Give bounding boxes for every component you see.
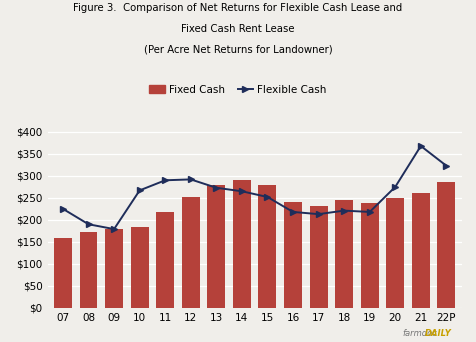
Bar [437,182,456,308]
Text: (Per Acre Net Returns for Landowner): (Per Acre Net Returns for Landowner) [144,44,332,54]
Text: Figure 3.  Comparison of Net Returns for Flexible Cash Lease and: Figure 3. Comparison of Net Returns for … [73,3,403,13]
Text: Fixed Cash Rent Lease: Fixed Cash Rent Lease [181,24,295,34]
Bar [233,180,251,308]
Bar [309,206,327,308]
Bar [182,197,200,308]
Bar [54,238,72,308]
Bar [412,193,430,308]
Bar [335,200,353,308]
Bar [156,212,174,308]
Bar [284,202,302,308]
Bar [258,185,277,308]
Text: farmdoc: farmdoc [402,329,437,338]
Bar [79,232,98,308]
Bar [387,198,404,308]
Bar [105,229,123,308]
Legend: Fixed Cash, Flexible Cash: Fixed Cash, Flexible Cash [145,80,331,99]
Bar [131,227,149,308]
Text: DAILY: DAILY [425,329,452,338]
Bar [208,185,225,308]
Bar [361,203,378,308]
